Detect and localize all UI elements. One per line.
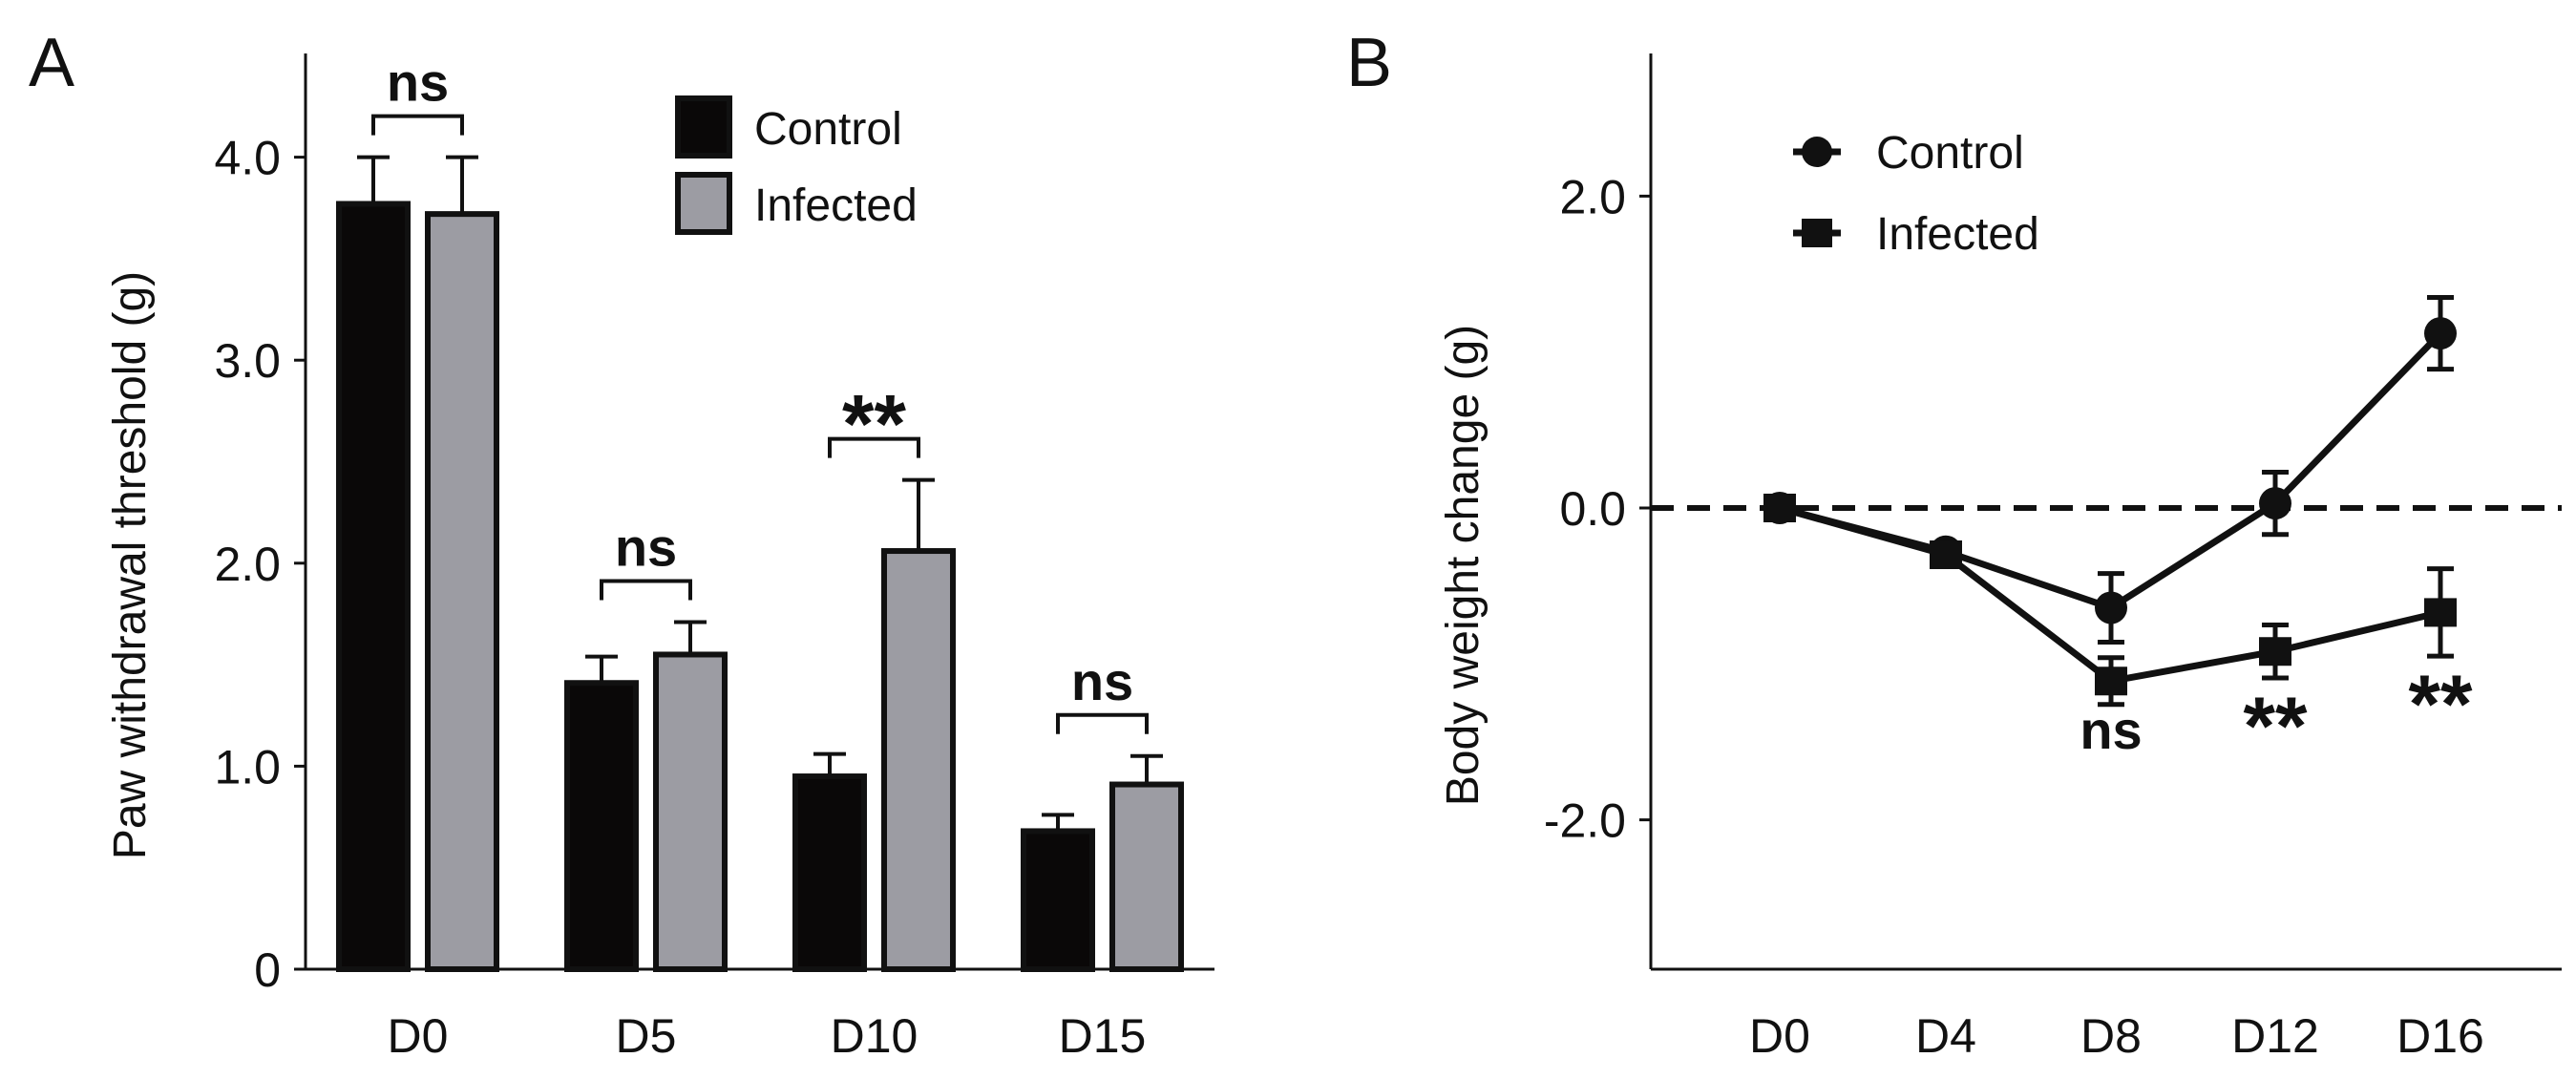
marker-infected-d4 bbox=[1930, 540, 1962, 569]
x-tick-label-a: D15 bbox=[1059, 1009, 1147, 1063]
significance-label: ns bbox=[1071, 651, 1133, 711]
bar-infected-d0 bbox=[425, 211, 499, 973]
legend-label-infected: Infected bbox=[1876, 209, 2039, 260]
panel-label-a: A bbox=[29, 25, 74, 101]
marker-infected-d16 bbox=[2424, 598, 2457, 627]
y-tick-label-a: 3.0 bbox=[214, 334, 281, 388]
marker-control-d16 bbox=[2424, 317, 2457, 350]
x-tick-label-b: D0 bbox=[1749, 1009, 1810, 1063]
marker-infected-d8 bbox=[2095, 666, 2127, 696]
significance-label: ns bbox=[387, 53, 449, 113]
significance-label: ** bbox=[842, 379, 906, 471]
bar-control-d5 bbox=[564, 680, 639, 972]
marker-infected-d0 bbox=[1763, 494, 1796, 522]
marker-control-d8 bbox=[2095, 591, 2127, 624]
x-tick-label-a: D0 bbox=[388, 1009, 449, 1063]
panel-a: A Paw withdrawal threshold (g) 0 1.0 2.0 3.… bbox=[29, 25, 1214, 1063]
legend-label-infected: Infected bbox=[754, 180, 918, 231]
x-tick-label-b: D16 bbox=[2397, 1009, 2484, 1063]
bar-control-d15 bbox=[1021, 828, 1095, 972]
y-tick-label-a: 4.0 bbox=[214, 132, 281, 185]
y-tick-label-a: 2.0 bbox=[214, 538, 281, 591]
bar-control-d0 bbox=[336, 201, 411, 973]
bar-control-d10 bbox=[792, 773, 867, 973]
y-axis-label-b: Body weight change (g) bbox=[1438, 325, 1489, 806]
significance-bracket bbox=[600, 579, 692, 601]
significance-label: ** bbox=[2409, 659, 2473, 751]
x-tick-label-b: D8 bbox=[2080, 1009, 2142, 1063]
marker-infected-d12 bbox=[2259, 637, 2291, 666]
significance-bracket bbox=[1056, 712, 1149, 734]
legend-marker-square bbox=[1802, 219, 1832, 247]
marker-control-d12 bbox=[2259, 487, 2291, 520]
y-tick-label-b: -2.0 bbox=[1544, 794, 1626, 848]
y-tick-label-b: 0.0 bbox=[1559, 482, 1626, 536]
significance-label: ns bbox=[2080, 700, 2142, 760]
significance-bracket bbox=[371, 114, 464, 136]
panel-label-b: B bbox=[1346, 25, 1392, 101]
significance-label: ns bbox=[615, 517, 677, 577]
legend-label-control: Control bbox=[1876, 128, 2024, 179]
significance-bracket bbox=[828, 436, 920, 458]
series-line-control bbox=[1779, 330, 2443, 612]
significance-label: ** bbox=[2244, 681, 2308, 772]
legend-swatch-control bbox=[675, 95, 732, 159]
x-tick-label-a: D5 bbox=[616, 1009, 677, 1063]
bar-infected-d15 bbox=[1109, 781, 1184, 972]
x-tick-label-a: D10 bbox=[831, 1009, 918, 1063]
legend-label-control: Control bbox=[754, 104, 902, 155]
y-tick-label-a: 0 bbox=[254, 943, 281, 997]
x-tick-label-b: D12 bbox=[2231, 1009, 2319, 1063]
y-tick-label-b: 2.0 bbox=[1559, 170, 1626, 223]
bar-infected-d5 bbox=[653, 651, 728, 972]
bar-infected-d10 bbox=[881, 548, 956, 972]
y-axis-label-a: Paw withdrawal threshold (g) bbox=[105, 271, 156, 859]
legend-swatch-infected bbox=[675, 172, 732, 235]
x-tick-label-b: D4 bbox=[1915, 1009, 1976, 1063]
y-tick-label-a: 1.0 bbox=[214, 740, 281, 793]
panel-b: B Body weight change (g) -2.0 0.0 2.0 D0 D4 D… bbox=[1346, 25, 2562, 1063]
legend-marker-circle bbox=[1802, 137, 1832, 167]
